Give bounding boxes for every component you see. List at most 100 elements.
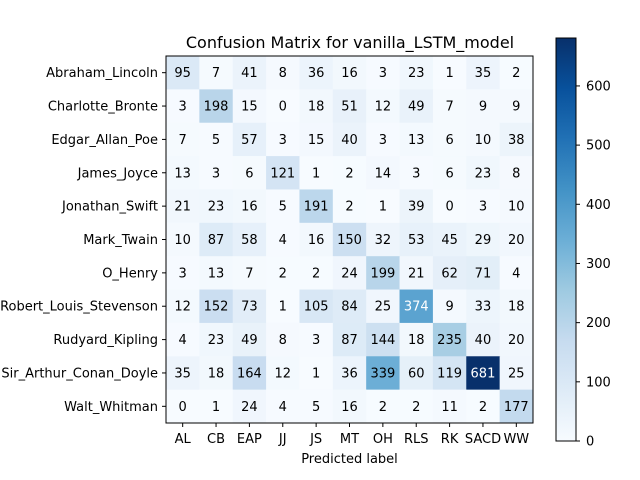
cell-value-label: 45 <box>441 233 458 248</box>
cell-value-label: 374 <box>404 300 429 315</box>
cell-value-label: 3 <box>179 266 187 281</box>
cell-value-label: 7 <box>445 100 453 115</box>
cell-value-label: 1 <box>279 300 287 315</box>
cell-value-label: 1 <box>445 66 453 81</box>
cell-value-label: 73 <box>241 300 258 315</box>
cell-value-label: 12 <box>274 366 291 381</box>
cell-value-label: 58 <box>241 233 258 248</box>
heatmap-cell <box>366 156 401 190</box>
heatmap-cell <box>366 356 401 391</box>
heatmap-cell <box>199 322 234 357</box>
row-tick-label: James_Joyce <box>77 166 158 181</box>
heatmap-cell <box>332 122 367 157</box>
heatmap-cell <box>366 189 401 224</box>
heatmap-cell <box>399 389 434 424</box>
column-tick-label: AL <box>175 432 192 447</box>
heatmap-cell <box>199 289 234 324</box>
cell-value-label: 39 <box>408 200 425 215</box>
cell-value-label: 235 <box>437 333 462 348</box>
cell-value-label: 15 <box>241 100 258 115</box>
cell-value-label: 16 <box>341 400 358 415</box>
heatmap-cell <box>366 56 401 90</box>
cell-value-label: 18 <box>208 366 225 381</box>
heatmap-cell <box>332 322 367 357</box>
cell-value-label: 2 <box>345 166 353 181</box>
heatmap-cell <box>466 222 501 257</box>
heatmap-cell <box>232 322 267 357</box>
heatmap-cell <box>466 322 501 357</box>
heatmap-cell <box>332 256 367 291</box>
heatmap-cell <box>166 322 200 357</box>
heatmap-cell <box>366 122 401 157</box>
heatmap-cell <box>499 356 534 391</box>
cell-value-label: 152 <box>204 300 229 315</box>
heatmap-cell <box>199 89 234 124</box>
heatmap-cell <box>166 89 200 124</box>
row-tick-label: Abraham_Lincoln <box>46 66 158 81</box>
cell-value-label: 24 <box>341 266 358 281</box>
heatmap-cell <box>399 356 434 391</box>
cell-value-label: 0 <box>445 200 453 215</box>
column-tick-label: CB <box>207 432 225 447</box>
colorbar-tick-labels: 0 100 200 300 400 500 600 <box>576 79 611 450</box>
cell-value-label: 2 <box>512 66 520 81</box>
heatmap-cell <box>199 256 234 291</box>
cell-value-label: 29 <box>475 233 492 248</box>
heatmap-cell <box>166 289 200 324</box>
cell-value-label: 7 <box>245 266 253 281</box>
cell-value-label: 41 <box>241 66 258 81</box>
heatmap-cell <box>299 222 334 257</box>
heatmap-cell <box>366 322 401 357</box>
heatmap-cell <box>466 356 501 391</box>
cell-value-label: 119 <box>437 366 462 381</box>
cell-value-label: 40 <box>475 333 492 348</box>
cell-value-label: 3 <box>479 200 487 215</box>
heatmap-cell <box>232 389 267 424</box>
heatmap-cell <box>299 189 334 224</box>
heatmap-cell <box>332 189 367 224</box>
cell-value-label: 3 <box>379 133 387 148</box>
colorbar-tick-label: 300 <box>586 257 611 272</box>
cell-value-label: 6 <box>245 166 253 181</box>
cell-value-label: 21 <box>174 200 191 215</box>
cell-value-label: 3 <box>279 133 287 148</box>
cell-value-label: 49 <box>408 100 425 115</box>
column-tick-label: RLS <box>404 432 429 447</box>
column-tick-label: JJ <box>278 432 287 447</box>
cell-value-label: 191 <box>304 200 329 215</box>
heatmap-cell <box>266 322 300 357</box>
colorbar-tick-label: 500 <box>586 139 611 154</box>
heatmap-cell <box>266 89 300 124</box>
cell-value-label: 7 <box>179 133 187 148</box>
cell-value-label: 33 <box>475 300 492 315</box>
row-tick-label: Robert_Louis_Stevenson <box>0 300 158 315</box>
heatmap-cell <box>399 122 434 157</box>
cell-value-label: 14 <box>375 166 392 181</box>
heatmap-cell <box>399 89 434 124</box>
cell-value-label: 198 <box>204 100 229 115</box>
cell-value-label: 4 <box>179 333 187 348</box>
heatmap-cell <box>499 256 534 291</box>
colorbar-tick-label: 100 <box>586 375 611 390</box>
cell-value-label: 13 <box>408 133 425 148</box>
cell-value-label: 95 <box>174 66 191 81</box>
cell-value-label: 18 <box>408 333 425 348</box>
heatmap-cell <box>432 389 467 424</box>
heatmap-cell <box>432 189 467 224</box>
heatmap-cell <box>332 356 367 391</box>
colorbar <box>555 37 577 442</box>
plot-frame <box>165 55 534 424</box>
heatmap-cell <box>499 156 534 190</box>
heatmap-cell <box>166 256 200 291</box>
heatmap-cell <box>299 122 334 157</box>
cell-value-label: 87 <box>208 233 225 248</box>
cell-value-label: 62 <box>441 266 458 281</box>
heatmap-cell <box>199 389 234 424</box>
heatmap-cell <box>332 56 367 90</box>
cell-value-label: 32 <box>375 233 392 248</box>
heatmap-cells <box>166 56 534 424</box>
cell-value-label: 35 <box>475 66 492 81</box>
colorbar-tick-label: 0 <box>586 435 594 450</box>
heatmap-cell <box>332 89 367 124</box>
